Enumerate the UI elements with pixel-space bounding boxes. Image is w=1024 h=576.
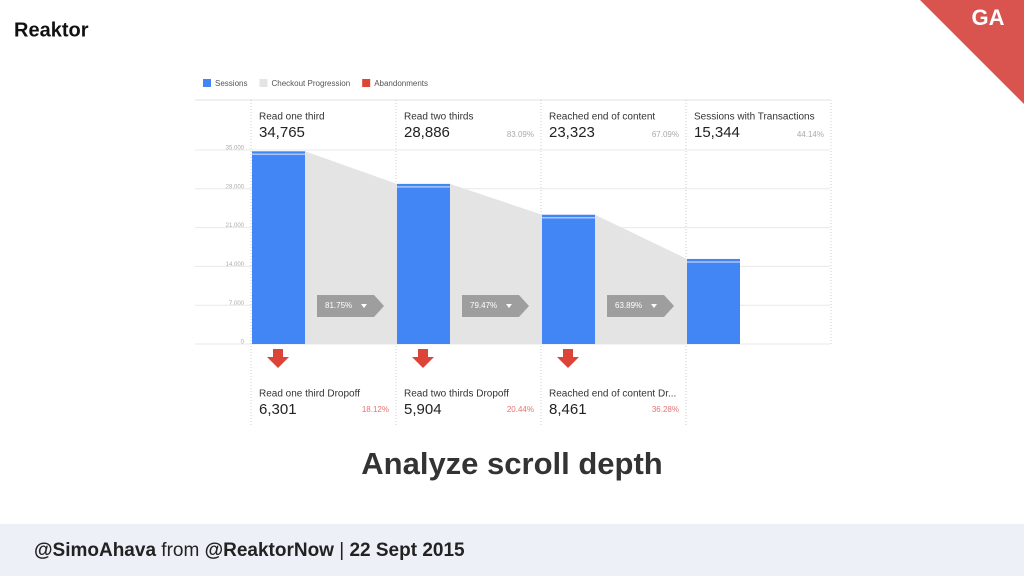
dropoff-title: Read one third Dropoff xyxy=(259,389,360,400)
corner-badge xyxy=(920,0,1024,104)
dropoff-percent: 36.28% xyxy=(652,405,679,414)
conversion-caret xyxy=(506,304,512,308)
legend-label: Sessions xyxy=(215,79,247,88)
y-tick-label: 21,000 xyxy=(226,223,245,229)
badge-text: GA xyxy=(972,5,1005,30)
step-title: Reached end of content xyxy=(549,112,655,123)
conversion-label: 79.47% xyxy=(470,301,497,310)
conversion-badge xyxy=(462,295,529,317)
dropoff-value: 8,461 xyxy=(549,401,587,418)
dropoff-title: Read two thirds Dropoff xyxy=(404,389,509,400)
legend-label: Abandonments xyxy=(374,79,428,88)
logo: Reaktor xyxy=(14,19,89,41)
footer-company: @ReaktorNow xyxy=(205,540,335,561)
slide-title: Analyze scroll depth xyxy=(361,446,662,481)
step-value: 23,323 xyxy=(549,124,595,141)
step-title: Read two thirds xyxy=(404,112,473,123)
step-percent: 44.14% xyxy=(797,130,824,139)
conversion-caret xyxy=(651,304,657,308)
footer: @SimoAhava from @ReaktorNow | 22 Sept 20… xyxy=(34,540,465,561)
step-value: 15,344 xyxy=(694,124,740,141)
bar xyxy=(687,258,740,344)
y-tick-label: 7,000 xyxy=(229,301,245,307)
step-percent: 83.09% xyxy=(507,130,534,139)
step-value: 28,886 xyxy=(404,124,450,141)
y-tick-label: 14,000 xyxy=(226,262,245,268)
dropoff-percent: 20.44% xyxy=(507,405,534,414)
dropoff-value: 6,301 xyxy=(259,401,297,418)
dropoff-arrow xyxy=(557,349,579,368)
footer-handle: @SimoAhava xyxy=(34,540,156,561)
conversion-caret xyxy=(361,304,367,308)
dropoff-arrow xyxy=(267,349,289,368)
footer-band xyxy=(0,524,1024,576)
legend-swatch xyxy=(259,79,268,87)
conversion-badge xyxy=(317,295,384,317)
bar xyxy=(252,151,305,344)
dropoff-title: Reached end of content Dr... xyxy=(549,389,676,400)
footer-from: from xyxy=(161,540,199,561)
footer-separator: | xyxy=(339,540,344,561)
conversion-label: 81.75% xyxy=(325,301,352,310)
legend-swatch xyxy=(203,79,211,87)
dropoff-arrow xyxy=(412,349,434,368)
dropoff-value: 5,904 xyxy=(404,401,442,418)
step-percent: 67.09% xyxy=(652,130,679,139)
conversion-badge xyxy=(607,295,674,317)
dropoff-percent: 18.12% xyxy=(362,405,389,414)
legend-label: Checkout Progression xyxy=(271,79,350,88)
bar xyxy=(397,183,450,344)
step-title: Read one third xyxy=(259,112,325,123)
footer-date: 22 Sept 2015 xyxy=(349,540,465,561)
y-tick-label: 35,000 xyxy=(226,146,245,152)
step-title: Sessions with Transactions xyxy=(694,112,815,123)
bar xyxy=(542,214,595,344)
conversion-label: 63.89% xyxy=(615,301,642,310)
y-tick-label: 28,000 xyxy=(226,184,245,190)
y-tick-label: 0 xyxy=(241,340,245,346)
step-value: 34,765 xyxy=(259,124,305,141)
legend-swatch xyxy=(362,79,371,87)
